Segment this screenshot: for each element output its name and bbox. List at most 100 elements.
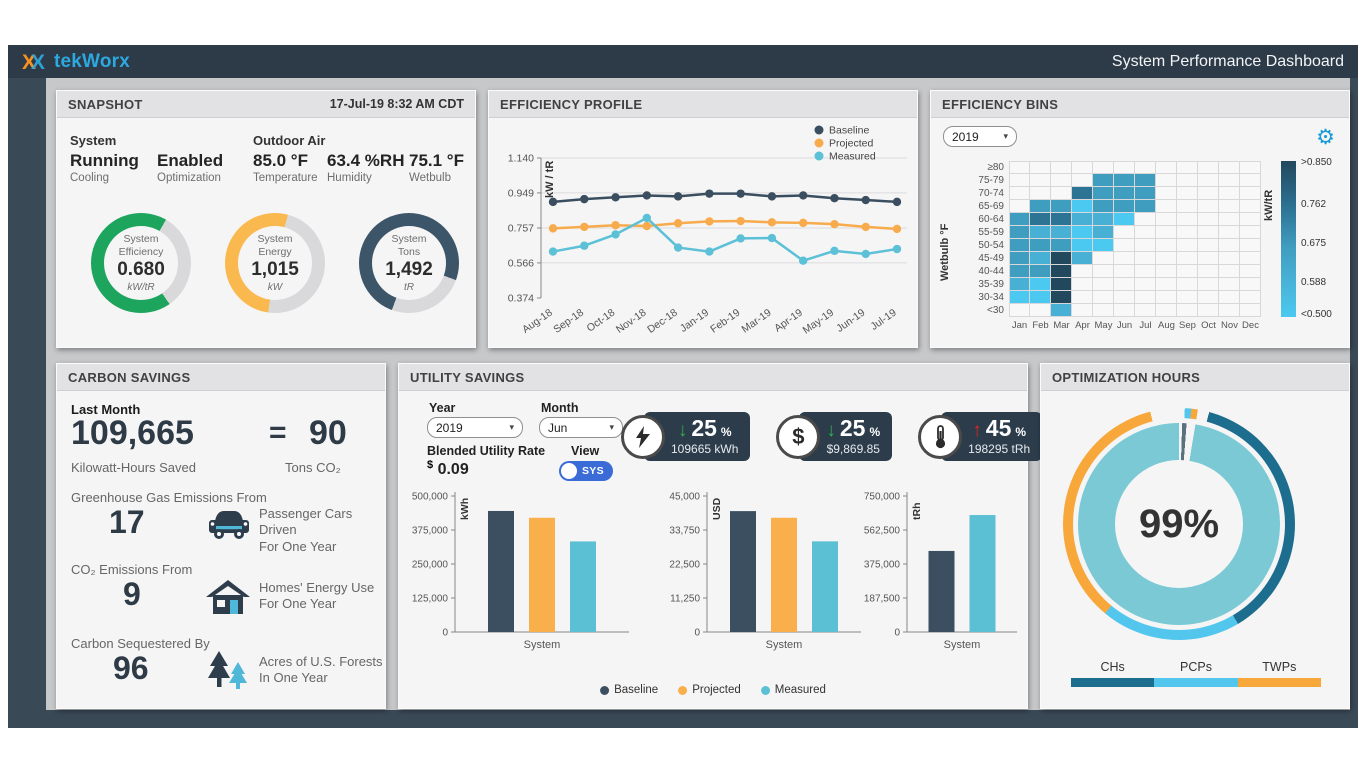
bins-cell [1219,161,1240,174]
thermometer-icon [918,414,963,459]
bins-cell [1198,161,1219,174]
bins-cell [1177,187,1198,200]
bins-row-label: 70-74 [978,188,1004,199]
system-section-label: System [70,133,117,148]
year-dropdown[interactable]: 2019 ▾ [427,417,523,438]
kwh-bar-chart: 0 125,000 250,000 375,000 500,000 kWh System [412,492,629,651]
down-arrow-icon: ↓ [677,420,688,441]
bins-cell [1030,278,1051,291]
svg-text:500,000: 500,000 [412,492,449,503]
toggle-knob [561,463,577,479]
bins-cell [1198,239,1219,252]
bins-cell [1093,213,1114,226]
bins-cell [1114,187,1135,200]
bins-cell [1219,213,1240,226]
svg-text:Oct-18: Oct-18 [585,307,618,335]
svg-text:System: System [944,639,981,651]
tekworx-logo: X X tekWorx [22,51,130,73]
bins-cell [1072,278,1093,291]
svg-text:tRh: tRh [911,503,923,521]
svg-text:0.757: 0.757 [508,223,534,235]
bins-cell [1198,213,1219,226]
efficiency-profile-header: EFFICIENCY PROFILE [500,96,643,112]
carbon-savings-panel: CARBON SAVINGS Last Month 109,665 = 90 K… [56,363,386,709]
bins-cell [1072,265,1093,278]
bins-cell [1009,278,1030,291]
svg-text:0.949: 0.949 [508,187,534,199]
bins-cell [1198,226,1219,239]
bins-cell [1135,161,1156,174]
bins-cell [1240,174,1261,187]
bins-cell [1051,304,1072,317]
view-toggle[interactable]: SYS [559,461,613,481]
year-value: 2019 [436,420,463,435]
bins-cell [1198,278,1219,291]
svg-text:125,000: 125,000 [412,594,449,605]
snapshot-timestamp: 17-Jul-19 8:32 AM CDT [329,97,464,111]
month-dropdown[interactable]: Jun ▾ [539,417,623,438]
bins-cell [1177,291,1198,304]
colorbar-label: kW/tR [1263,189,1275,221]
bins-cell [1009,226,1030,239]
bins-cell [1177,252,1198,265]
bins-cell [1156,304,1177,317]
bins-cell [1135,304,1156,317]
bins-cell [1219,174,1240,187]
wetbulb-value: 75.1 °F [409,151,464,170]
utility-savings-header: UTILITY SAVINGS [410,369,525,385]
bins-cell [1114,278,1135,291]
bins-cell [1051,252,1072,265]
system-status: Running Cooling [70,151,139,184]
bins-cell [1093,226,1114,239]
bins-cell [1030,187,1051,200]
svg-text:375,000: 375,000 [864,560,901,571]
colorbar [1281,161,1296,317]
system-status-label: Cooling [70,172,109,184]
tons-kpi: ↑ 45 % 198295 tRh [918,412,1043,461]
svg-text:33,750: 33,750 [669,526,700,537]
bins-cell [1030,291,1051,304]
bins-cell [1240,278,1261,291]
bins-cell [1219,265,1240,278]
gear-icon[interactable]: ⚙ [1316,126,1335,149]
bins-cell [1156,291,1177,304]
optimization-hours-panel: OPTIMIZATION HOURS 99% CHs PCPs TWPs [1040,363,1350,709]
bins-cell [1198,291,1219,304]
bins-cell [1135,200,1156,213]
bins-row-label: 45-49 [978,253,1004,264]
humidity-label: Humidity [327,172,372,184]
forests-row-label: Carbon Sequestered By [71,636,210,651]
bins-year-dropdown[interactable]: 2019 ▾ [943,126,1017,147]
svg-text:kWh: kWh [459,498,471,520]
bins-cell [1114,239,1135,252]
pcps-legend-label: PCPs [1180,660,1212,674]
bins-cell [1009,174,1030,187]
bins-cell [1198,265,1219,278]
tons-gauge-value: 1,492 [385,258,433,280]
bins-cell [1030,213,1051,226]
bins-cell [1051,239,1072,252]
svg-text:System: System [766,639,803,651]
svg-text:Feb-19: Feb-19 [708,307,742,336]
svg-text:187,500: 187,500 [864,594,901,605]
bins-row-label: 65-69 [978,201,1004,212]
bins-cell [1135,252,1156,265]
bins-cell [1030,252,1051,265]
title-bar: X X tekWorx System Performance Dashboard [8,45,1358,78]
bins-cell [1072,174,1093,187]
cost-kpi-percent: 25 [839,415,866,441]
svg-text:May-19: May-19 [801,307,837,337]
energy-gauge: System Energy 1,015 kW [225,213,325,313]
kwh-saved-value: 109,665 [71,414,194,452]
svg-text:250,000: 250,000 [412,560,449,571]
bins-cell [1051,174,1072,187]
bins-cell [1093,239,1114,252]
svg-text:0.374: 0.374 [508,293,534,305]
bins-cell [1030,161,1051,174]
bins-row-label: 55-59 [978,227,1004,238]
bolt-icon [621,414,665,459]
month-value: Jun [548,420,568,435]
efficiency-gauge: System Efficiency 0.680 kW/tR [91,213,191,313]
bins-cell [1135,239,1156,252]
bins-cell [1009,213,1030,226]
